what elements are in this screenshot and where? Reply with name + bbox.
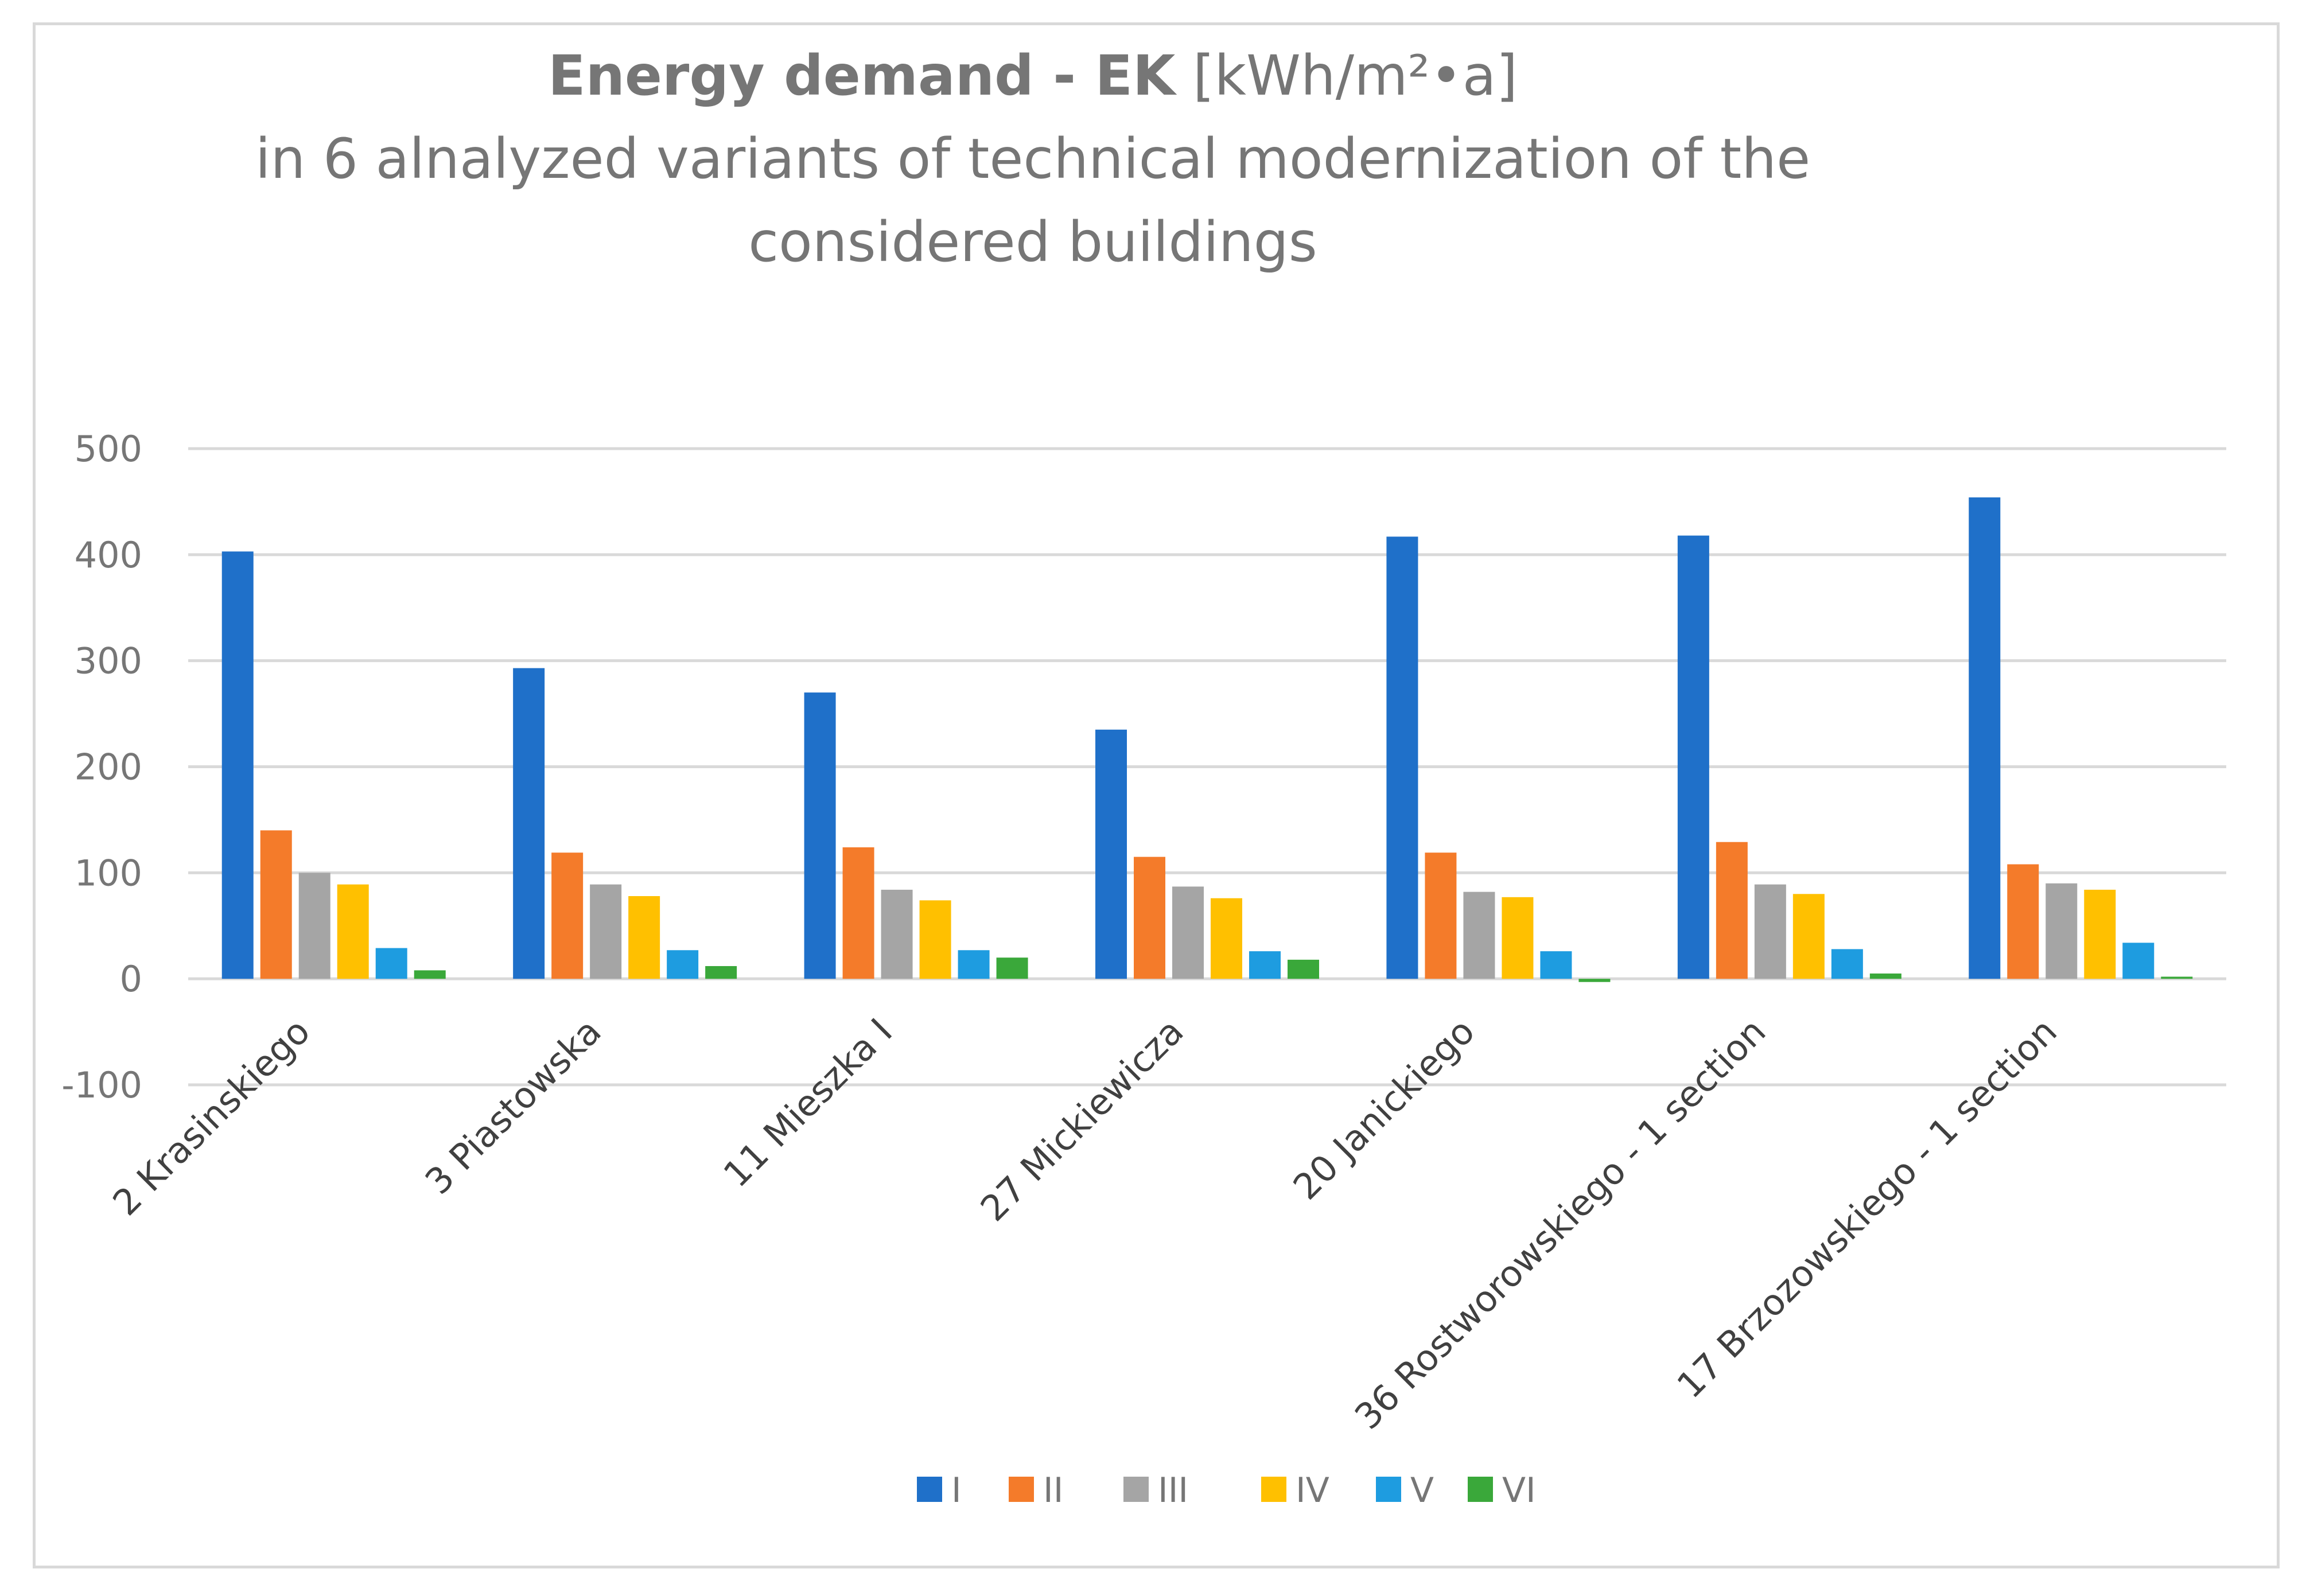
bar [628, 896, 660, 979]
bar [804, 692, 836, 979]
bar [1288, 959, 1319, 979]
x-category-label: 20 Janickiego [1285, 1010, 1483, 1208]
bar [1463, 892, 1495, 979]
bar [1869, 973, 1901, 979]
x-axis-category-labels: 2 Krasinskiego 3 Piastowska 11 Mieszka I 27… [104, 1010, 2064, 1438]
bar [337, 884, 369, 979]
legend-swatch [1123, 1477, 1149, 1502]
y-tick-label: -100 [61, 1064, 142, 1106]
bar [958, 950, 990, 979]
legend-swatch [917, 1477, 942, 1502]
y-tick-label: 200 [75, 746, 142, 788]
bar [705, 966, 737, 979]
bar [996, 957, 1028, 979]
y-tick-label: 400 [75, 534, 142, 576]
legend-label: III [1158, 1470, 1188, 1511]
bar [2122, 943, 2155, 979]
bar [1249, 951, 1281, 979]
bar [1095, 729, 1127, 979]
bar [1831, 949, 1863, 979]
bar [1540, 951, 1572, 979]
bar [1578, 979, 1611, 982]
legend-swatch [1261, 1477, 1286, 1502]
legend-swatch [1376, 1477, 1401, 1502]
bar [2161, 976, 2193, 979]
legend-label: IV [1296, 1470, 1329, 1511]
x-category-label: 11 Mieszka I [715, 1010, 901, 1196]
bar [590, 884, 622, 979]
chart-title-line-1: Energy demand - EK [kWh/m²•a] [0, 34, 2066, 118]
legend-label: V [1410, 1470, 1434, 1511]
bar [667, 950, 699, 979]
bar [919, 900, 951, 979]
bars [221, 497, 2193, 982]
y-tick-label: 300 [75, 640, 142, 682]
y-tick-label: 500 [75, 428, 142, 470]
bar [221, 551, 254, 979]
bar [298, 873, 330, 979]
bar [375, 948, 407, 979]
legend: I II III IV V VI [917, 1470, 1536, 1511]
legend-label: VI [1502, 1470, 1536, 1511]
bar [414, 970, 446, 979]
bar [260, 830, 292, 979]
bar [1211, 898, 1242, 979]
x-category-label: 27 Mickiewicza [973, 1010, 1192, 1229]
y-axis-tick-labels: -100 0 100 200 300 400 500 [61, 428, 142, 1106]
chart-title-unit: [kWh/m²•a] [1192, 44, 1518, 108]
bar [881, 889, 913, 979]
chart-title: Energy demand - EK [kWh/m²•a] in 6 alnal… [0, 34, 2066, 284]
y-tick-label: 0 [120, 958, 142, 1000]
bar [842, 847, 874, 979]
legend-label: I [951, 1470, 962, 1511]
y-tick-label: 100 [75, 852, 142, 894]
bar [2084, 889, 2116, 979]
chart-title-bold: Energy demand - EK [547, 44, 1176, 108]
bar [1969, 497, 2001, 979]
x-category-label: 2 Krasinskiego [104, 1010, 318, 1224]
legend-label: II [1043, 1470, 1063, 1511]
bar [1754, 884, 1786, 979]
x-category-label: 3 Piastowska [417, 1010, 609, 1202]
bar [1716, 842, 1748, 979]
bar [1502, 897, 1534, 979]
bar [2007, 864, 2039, 979]
legend-swatch [1468, 1477, 1493, 1502]
bar [513, 668, 545, 979]
bar [2046, 883, 2078, 979]
bar [1425, 853, 1457, 979]
bar [1386, 536, 1418, 979]
chart-subtitle-line-2: considered buildings [748, 210, 1317, 274]
bar [1134, 857, 1165, 979]
bar [551, 853, 584, 979]
chart-subtitle-line-1: in 6 alnalyzed variants of technical mod… [255, 127, 1811, 191]
bar [1792, 894, 1825, 979]
gridlines [188, 447, 2226, 1087]
chart-frame [33, 22, 2280, 1568]
bar [1172, 886, 1204, 979]
legend-swatch [1009, 1477, 1034, 1502]
bar [1677, 535, 1709, 979]
